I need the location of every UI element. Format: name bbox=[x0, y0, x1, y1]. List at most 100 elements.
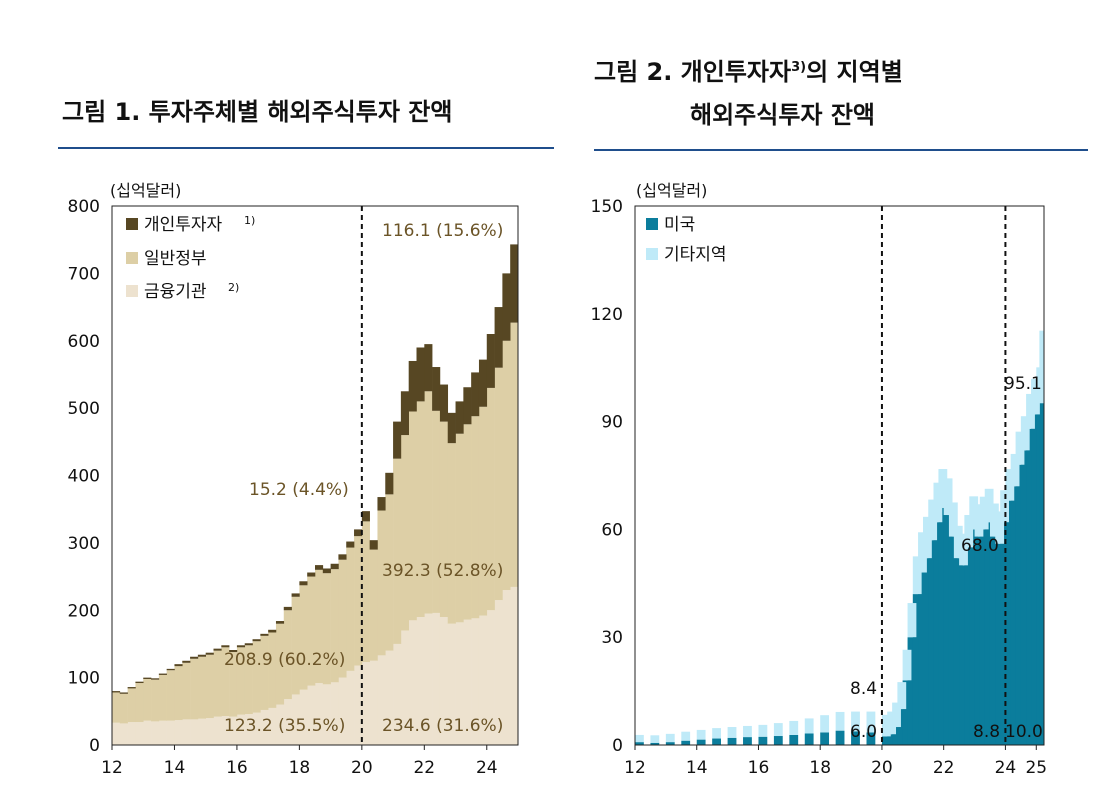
fig1-bar-개인투자자 bbox=[510, 244, 519, 323]
fig2-bar-미국 bbox=[635, 742, 644, 745]
fig1-bar-개인투자자 bbox=[174, 664, 183, 667]
fig1-bar-개인투자자 bbox=[377, 497, 386, 511]
fig1-bar-일반정부 bbox=[354, 536, 363, 666]
fig2-bar-기타지역 bbox=[892, 702, 901, 728]
fig1-bar-금융기관 bbox=[463, 619, 472, 745]
fig1-bar-금융기관 bbox=[471, 618, 480, 745]
fig2-bar-미국 bbox=[989, 536, 999, 745]
fig1-bar-개인투자자 bbox=[354, 529, 363, 537]
fig1-bar-금융기관 bbox=[502, 590, 511, 745]
fig1-y-tick-label: 300 bbox=[68, 534, 100, 554]
fig1-bar-개인투자자 bbox=[432, 367, 441, 411]
fig2-bar-미국 bbox=[953, 558, 963, 745]
fig2-y-tick-label: 90 bbox=[601, 413, 623, 433]
fig2-bar-미국 bbox=[1026, 428, 1035, 745]
fig1-bar-개인투자자 bbox=[408, 360, 417, 412]
fig2-bar-기타지역 bbox=[1026, 393, 1035, 429]
fig1-bar-일반정부 bbox=[205, 654, 214, 719]
fig1-title-rule bbox=[58, 147, 554, 149]
fig1-bar-금융기관 bbox=[432, 612, 441, 745]
fig1-bar-금융기관 bbox=[416, 616, 425, 745]
fig1-bar-금융기관 bbox=[190, 719, 199, 745]
fig1-bar-일반정부 bbox=[213, 650, 222, 717]
fig1-legend-sup-financial: 2) bbox=[228, 281, 239, 294]
fig1-bar-금융기관 bbox=[291, 694, 300, 745]
fig2-bar-미국 bbox=[897, 709, 907, 745]
fig1-bar-일반정부 bbox=[275, 623, 285, 705]
fig2-bar-기타지역 bbox=[887, 711, 897, 735]
fig2-bar-기타지역 bbox=[866, 711, 876, 733]
fig1-bar-금융기관 bbox=[166, 720, 175, 745]
fig2-bar-미국 bbox=[696, 739, 706, 745]
fig1-bar-일반정부 bbox=[346, 547, 355, 671]
fig1-bar-금융기관 bbox=[330, 682, 339, 745]
fig1-bar-금융기관 bbox=[174, 720, 183, 745]
fig1-y-tick-label: 800 bbox=[68, 197, 100, 217]
fig1-bar-개인투자자 bbox=[205, 652, 214, 655]
fig1-bar-일반정부 bbox=[135, 683, 144, 723]
fig1-bar-일반정부 bbox=[439, 421, 449, 617]
fig1-bar-일반정부 bbox=[377, 510, 386, 656]
fig1-bar-금융기관 bbox=[385, 650, 394, 745]
fig1-bar-개인투자자 bbox=[361, 511, 370, 522]
fig1-bar-개인투자자 bbox=[135, 681, 144, 684]
fig1-annotation-gov-latest: 392.3 (52.8%) bbox=[382, 561, 503, 581]
fig2-bar-기타지역 bbox=[835, 711, 845, 731]
fig1-bar-일반정부 bbox=[158, 674, 167, 721]
fig1-legend-label-government: 일반정부 bbox=[144, 249, 207, 269]
fig1-bar-개인투자자 bbox=[221, 645, 230, 648]
fig2-title-sup: 3) bbox=[791, 60, 807, 75]
fig1-bar-일반정부 bbox=[299, 585, 308, 690]
fig1-bar-일반정부 bbox=[330, 569, 339, 683]
fig1-bar-금융기관 bbox=[393, 643, 402, 745]
fig1-bar-금융기관 bbox=[268, 707, 277, 745]
fig2-annotation-other-2024: 8.8 bbox=[973, 722, 1000, 742]
fig1-bar-일반정부 bbox=[369, 549, 378, 661]
fig1-bar-일반정부 bbox=[447, 443, 456, 624]
fig1-y-tick-label: 700 bbox=[68, 264, 100, 284]
fig1-bar-개인투자자 bbox=[455, 401, 464, 434]
fig1-bar-개인투자자 bbox=[236, 645, 246, 648]
fig1-bar-개인투자자 bbox=[346, 541, 355, 548]
fig2-bar-기타지역 bbox=[943, 478, 953, 516]
fig2-plot: 0 30 60 90 120 150 12 14 16 18 20 22 24 25 bbox=[591, 197, 1048, 778]
fig1-bar-개인투자자 bbox=[424, 344, 433, 392]
fig1-bar-금융기관 bbox=[283, 699, 292, 745]
fig1-annotation-fin-2020: 123.2 (35.5%) bbox=[224, 716, 345, 736]
fig1-bar-개인투자자 bbox=[330, 563, 339, 570]
fig2-bar-기타지역 bbox=[881, 714, 891, 737]
fig2-bar-미국 bbox=[964, 547, 974, 745]
fig1-bar-금융기관 bbox=[143, 720, 152, 745]
fig2-bar-미국 bbox=[979, 529, 989, 745]
fig1-bar-일반정부 bbox=[182, 662, 191, 720]
fig1-bar-개인투자자 bbox=[463, 387, 472, 425]
fig1-bar-일반정부 bbox=[119, 693, 128, 724]
fig1-bar-개인투자자 bbox=[166, 668, 175, 671]
fig1-annotation-fin-latest: 234.6 (31.6%) bbox=[382, 716, 503, 736]
fig1-legend-swatch-government bbox=[126, 252, 138, 264]
fig1-bar-일반정부 bbox=[151, 679, 160, 722]
fig1-bar-금융기관 bbox=[424, 613, 433, 745]
fig2-bar-미국 bbox=[866, 732, 876, 745]
fig1-bar-개인투자자 bbox=[151, 678, 160, 680]
fig1-annotation-personal-latest: 116.1 (15.6%) bbox=[382, 221, 503, 241]
fig2-bar-기타지역 bbox=[953, 525, 963, 559]
fig1-bar-금융기관 bbox=[494, 600, 503, 745]
fig1-bar-금융기관 bbox=[151, 721, 160, 745]
fig2-bar-기타지역 bbox=[758, 724, 768, 737]
fig2-bar-기타지역 bbox=[928, 499, 938, 541]
fig2-bar-기타지역 bbox=[696, 729, 706, 740]
fig1-bar-금융기관 bbox=[377, 655, 386, 745]
fig1-bar-일반정부 bbox=[174, 666, 183, 721]
fig2-bar-기타지역 bbox=[897, 682, 907, 710]
fig2-bar-미국 bbox=[1039, 367, 1045, 745]
fig1-bar-금융기관 bbox=[236, 714, 246, 745]
fig1-bar-개인투자자 bbox=[315, 565, 324, 570]
fig1-bar-금융기관 bbox=[307, 685, 316, 745]
fig2-bar-기타지역 bbox=[989, 503, 999, 537]
fig1-bar-일반정부 bbox=[424, 391, 433, 614]
fig1-legend-label-personal: 개인투자자 bbox=[144, 215, 223, 235]
fig2-bar-미국 bbox=[948, 536, 958, 745]
fig2-bar-미국 bbox=[933, 522, 943, 745]
